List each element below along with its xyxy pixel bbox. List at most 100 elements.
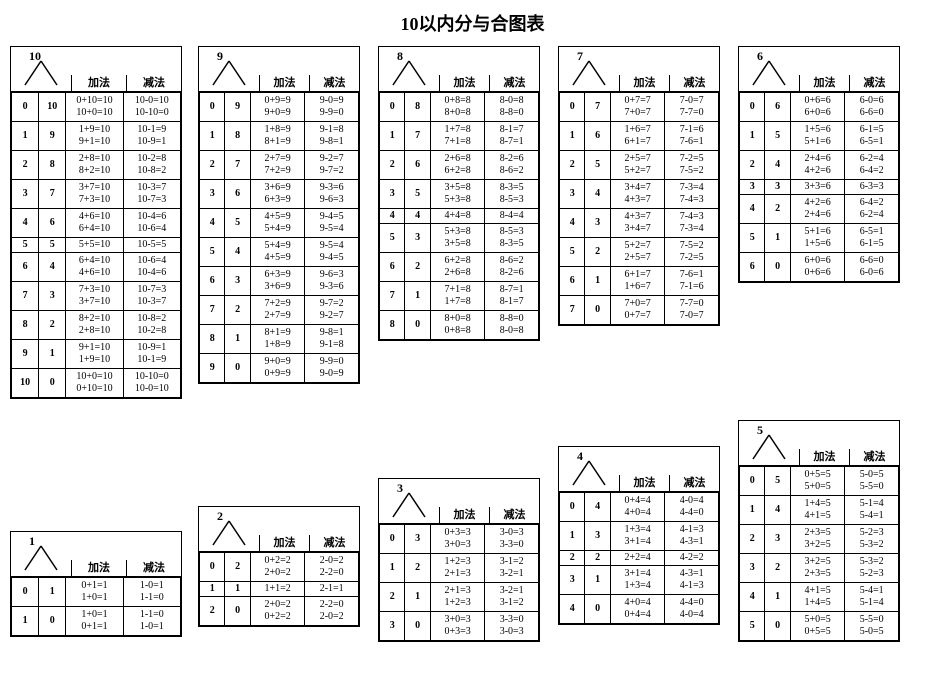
table-row: 414+1=51+4=55-4=15-1=4 — [740, 583, 899, 612]
cell-add: 1+0=10+1=1 — [66, 607, 123, 636]
cell-a: 7 — [380, 282, 405, 311]
cell-add: 6+4=104+6=10 — [66, 253, 123, 282]
cell-a: 1 — [12, 607, 39, 636]
col-header-add: 加法 — [259, 75, 309, 91]
cell-add: 2+7=97+2=9 — [250, 151, 305, 180]
cell-a: 0 — [200, 553, 225, 582]
table-row: 525+2=72+5=77-5=27-2=5 — [560, 238, 719, 267]
cell-sub: 4-1=34-3=1 — [665, 522, 719, 551]
cell-add: 0+7=77+0=7 — [610, 93, 665, 122]
cell-a: 8 — [200, 325, 225, 354]
cell-add: 7+0=70+7=7 — [610, 296, 665, 325]
split-table: 010+1=11+0=11-0=11-1=0101+0=10+1=11-1=01… — [11, 577, 181, 636]
cell-sub: 7-5=27-2=5 — [665, 238, 719, 267]
col-header-sub: 减法 — [849, 75, 899, 91]
cell-a: 5 — [200, 238, 225, 267]
cell-add: 3+1=41+3=4 — [610, 566, 665, 595]
cell-add: 3+2=52+3=5 — [790, 554, 845, 583]
cell-b: 1 — [39, 340, 66, 369]
cell-a: 6 — [560, 267, 585, 296]
cell-sub: 4-4=04-0=4 — [665, 595, 719, 624]
cell-a: 3 — [200, 180, 225, 209]
table-row: 535+3=83+5=88-5=38-3=5 — [380, 224, 539, 253]
cell-b: 7 — [405, 122, 430, 151]
cell-sub: 9-7=29-2=7 — [305, 296, 359, 325]
cell-b: 1 — [405, 583, 430, 612]
cell-add: 4+4=8 — [430, 209, 485, 224]
cell-a: 0 — [560, 493, 585, 522]
cell-sub: 5-2=35-3=2 — [845, 525, 899, 554]
cell-sub: 10-10=010-0=10 — [123, 369, 180, 398]
cell-a: 0 — [740, 93, 765, 122]
cell-a: 1 — [560, 122, 585, 151]
cell-add: 9+1=101+9=10 — [66, 340, 123, 369]
cell-b: 0 — [405, 311, 430, 340]
cell-b: 6 — [225, 180, 250, 209]
cell-sub: 9-9=09-0=9 — [305, 354, 359, 383]
cell-sub: 1-1=01-0=1 — [123, 607, 180, 636]
cell-add: 3+5=85+3=8 — [430, 180, 485, 209]
cell-b: 1 — [39, 578, 66, 607]
cell-b: 2 — [405, 253, 430, 282]
table-row: 090+9=99+0=99-0=99-9=0 — [200, 93, 359, 122]
cell-sub: 2-2=02-0=2 — [305, 597, 359, 626]
cell-add: 3+4=74+3=7 — [610, 180, 665, 209]
cell-b: 5 — [405, 180, 430, 209]
panel-6: 6加法减法060+6=66+0=66-0=66-6=0151+5=65+1=66… — [738, 46, 900, 283]
cell-add: 0+5=55+0=5 — [790, 467, 845, 496]
col-header-sub: 减法 — [489, 507, 539, 523]
table-row: 646+4=104+6=1010-6=410-4=6 — [12, 253, 181, 282]
table-row: 303+0=30+3=33-3=03-0=3 — [380, 612, 539, 641]
cell-add: 9+0=90+9=9 — [250, 354, 305, 383]
cell-b: 6 — [39, 209, 66, 238]
cell-a: 6 — [740, 253, 765, 282]
cell-b: 3 — [585, 209, 610, 238]
cell-a: 0 — [740, 467, 765, 496]
col-header-add: 加法 — [439, 75, 489, 91]
cell-a: 2 — [740, 525, 765, 554]
cell-add: 5+0=50+5=5 — [790, 612, 845, 641]
cell-add: 6+0=60+6=6 — [790, 253, 845, 282]
cell-add: 1+1=2 — [250, 582, 305, 597]
cell-add: 0+10=1010+0=10 — [66, 93, 123, 122]
cell-add: 5+3=83+5=8 — [430, 224, 485, 253]
cell-sub: 2-1=1 — [305, 582, 359, 597]
col-header-sub: 减法 — [309, 75, 359, 91]
cell-a: 2 — [740, 151, 765, 180]
cell-a: 1 — [380, 554, 405, 583]
cell-b: 0 — [225, 597, 250, 626]
panel-4: 4加法减法040+4=44+0=44-0=44-4=0131+3=43+1=44… — [558, 446, 720, 625]
table-row: 232+3=53+2=55-2=35-3=2 — [740, 525, 899, 554]
cell-sub: 3-2=13-1=2 — [485, 583, 539, 612]
panel-7: 7加法减法070+7=77+0=77-0=77-7=0161+6=76+1=77… — [558, 46, 720, 326]
panel-header: 5加法减法 — [739, 421, 899, 466]
cell-a: 5 — [560, 238, 585, 267]
cell-add: 2+0=20+2=2 — [250, 597, 305, 626]
table-row: 626+2=82+6=88-6=28-2=6 — [380, 253, 539, 282]
cell-sub: 10-2=810-8=2 — [123, 151, 180, 180]
table-row: 171+7=87+1=88-1=78-7=1 — [380, 122, 539, 151]
table-row: 828+2=102+8=1010-8=210-2=8 — [12, 311, 181, 340]
cell-b: 5 — [225, 209, 250, 238]
cell-add: 1+9=109+1=10 — [66, 122, 123, 151]
cell-b: 1 — [225, 582, 250, 597]
cell-a: 2 — [380, 151, 405, 180]
panel-10: 10加法减法0100+10=1010+0=1010-0=1010-10=0191… — [10, 46, 182, 399]
panel-header: 10加法减法 — [11, 47, 181, 92]
table-row: 818+1=91+8=99-8=19-1=8 — [200, 325, 359, 354]
cell-b: 7 — [39, 180, 66, 209]
cell-a: 1 — [560, 522, 585, 551]
cell-b: 0 — [765, 612, 790, 641]
cell-add: 8+2=102+8=10 — [66, 311, 123, 340]
cell-sub: 8-6=28-2=6 — [485, 253, 539, 282]
split-table: 0100+10=1010+0=1010-0=1010-10=0191+9=109… — [11, 92, 181, 398]
cell-sub: 4-3=14-1=3 — [665, 566, 719, 595]
cell-sub: 10-9=110-1=9 — [123, 340, 180, 369]
table-row: 020+2=22+0=22-0=22-2=0 — [200, 553, 359, 582]
panel-5: 5加法减法050+5=55+0=55-0=55-5=0141+4=54+1=55… — [738, 420, 900, 642]
cell-sub: 5-0=55-5=0 — [845, 467, 899, 496]
cell-b: 5 — [585, 151, 610, 180]
cell-a: 7 — [12, 282, 39, 311]
cell-sub: 9-2=79-7=2 — [305, 151, 359, 180]
cell-add: 10+0=100+10=10 — [66, 369, 123, 398]
